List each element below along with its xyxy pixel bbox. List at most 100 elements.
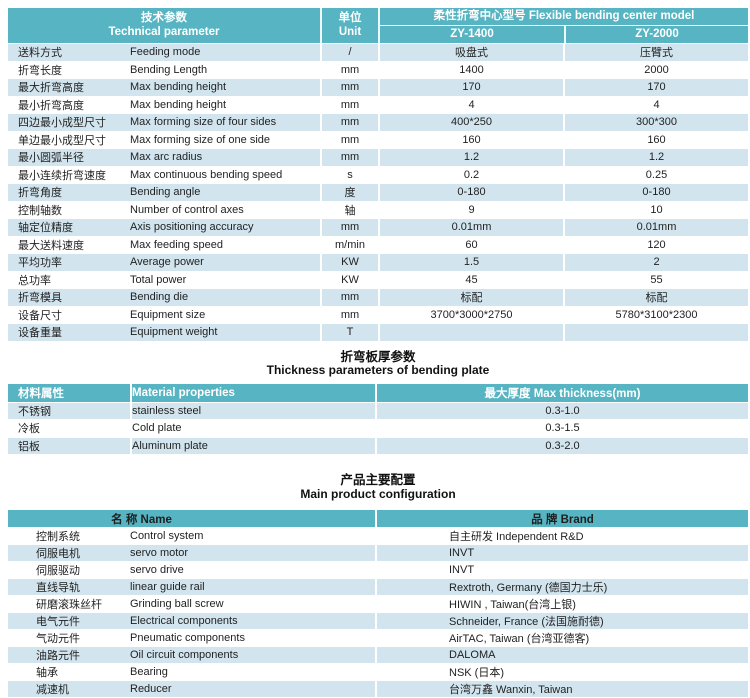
component-name-en: Oil circuit components [130,649,239,661]
value-zy2000: 1.2 [563,149,748,166]
value-zy2000 [563,324,748,341]
unit-cell: mm [320,61,378,78]
param-name-en: Equipment size [130,308,206,321]
table-row: 冷板 Cold plate 0.3-1.5 [8,420,748,438]
param-name-en: Bending angle [130,186,201,199]
component-brand: DALOMA [375,647,748,663]
table-row: 油路元件 Oil circuit components DALOMA [8,647,748,664]
value-zy2000: 120 [563,236,748,253]
value-zy1400: 400*250 [378,114,563,131]
unit-cell: mm [320,114,378,131]
value-zy1400: 吸盘式 [378,44,563,61]
table-row: 最小圆弧半径 Max arc radius mm 1.2 1.2 [8,149,748,167]
table-row: 单边最小成型尺寸 Max forming size of one side mm… [8,131,748,149]
component-name-en: linear guide rail [130,581,205,593]
table-row: 折弯角度 Bending angle 度 0-180 0-180 [8,184,748,202]
value-zy1400: 1.5 [378,254,563,271]
table-row: 伺服驱动 servo drive INVT [8,562,748,579]
header-unit-en: Unit [338,25,362,38]
value-zy1400: 45 [378,271,563,288]
value-zy1400: 160 [378,131,563,148]
component-name-cn: 减速机 [36,684,69,696]
value-zy1400: 4 [378,96,563,113]
table-row: 不锈钢 stainless steel 0.3-1.0 [8,402,748,420]
header-technical-parameter-en: Technical parameter [108,25,220,38]
component-name-cn: 控制系统 [36,531,80,543]
thickness-title-cn: 折弯板厚参数 [340,349,416,364]
table-row: 电气元件 Electrical components Schneider, Fr… [8,613,748,630]
component-brand: Schneider, France (法国施耐德) [375,613,748,629]
unit-cell: KW [320,271,378,288]
configuration-title-en: Main product configuration [300,486,456,501]
material-name-cn: 不锈钢 [18,405,51,418]
table-row: 铝板 Aluminum plate 0.3-2.0 [8,437,748,455]
header-unit: 单位 Unit [320,8,378,43]
value-zy2000: 压臂式 [563,44,748,61]
component-name-en: Reducer [130,683,172,695]
param-name-cn: 平均功率 [18,257,62,270]
material-name-en: Cold plate [130,420,375,437]
value-zy1400: 0.2 [378,166,563,183]
param-name-cn: 单边最小成型尺寸 [18,134,106,147]
value-zy2000: 0.01mm [563,219,748,236]
param-name-en: Average power [130,256,204,269]
table-row: 气动元件 Pneumatic components AirTAC, Taiwan… [8,630,748,647]
value-zy2000: 2 [563,254,748,271]
param-name-cn: 总功率 [18,274,51,287]
header-material-properties-cn: 材料属性 [18,387,64,400]
component-name-en: Control system [130,530,204,542]
value-zy2000: 0.25 [563,166,748,183]
param-name-cn: 设备重量 [18,327,62,340]
param-name-cn: 折弯模具 [18,292,62,305]
table-row: 折弯模具 Bending die mm 标配 标配 [8,289,748,307]
unit-cell: s [320,166,378,183]
thickness-header: 材料属性 Material properties 最大厚度 Max thickn… [8,383,748,403]
material-name-cn: 铝板 [18,440,40,453]
material-name-cn: 冷板 [18,423,40,436]
param-name-en: Axis positioning accuracy [130,221,254,234]
param-name-cn: 折弯长度 [18,64,62,77]
component-name-en: servo motor [130,547,189,559]
technical-parameters-table: 技术参数 Technical parameter 单位 Unit 柔性折弯中心型… [8,8,748,342]
param-name-en: Total power [130,273,187,286]
value-zy2000: 5780*3100*2300 [563,306,748,323]
max-thickness-value: 0.3-1.0 [375,402,748,419]
configuration-header: 名 称 Name 品 牌 Brand [8,510,748,528]
param-name-en: Max forming size of four sides [130,116,277,129]
thickness-body: 不锈钢 stainless steel 0.3-1.0 冷板 Cold plat… [8,402,748,455]
value-zy1400: 0.01mm [378,219,563,236]
component-brand: 台湾万鑫 Wanxin, Taiwan [375,681,748,697]
header-model-title: 柔性折弯中心型号 Flexible bending center model [380,8,748,26]
header-technical-parameter-cn: 技术参数 [141,12,187,24]
unit-cell: T [320,324,378,341]
param-name-en: Max arc radius [130,151,203,164]
value-zy1400: 1400 [378,61,563,78]
param-name-cn: 设备尺寸 [18,309,62,322]
header-model-zy1400: ZY-1400 [450,28,494,40]
value-zy2000: 标配 [563,289,748,306]
value-zy1400: 60 [378,236,563,253]
param-name-cn: 控制轴数 [18,204,62,217]
material-name-en: stainless steel [130,402,375,419]
technical-parameters-header: 技术参数 Technical parameter 单位 Unit 柔性折弯中心型… [8,8,748,44]
component-name-cn: 电气元件 [36,616,80,628]
value-zy1400: 1.2 [378,149,563,166]
component-name-cn: 油路元件 [36,650,80,662]
param-name-cn: 最小连续折弯速度 [18,169,106,182]
unit-cell: mm [320,131,378,148]
thickness-section-title: 折弯板厚参数 Thickness parameters of bending p… [8,349,748,378]
header-model-group: 柔性折弯中心型号 Flexible bending center model Z… [378,8,748,43]
component-brand: 自主研发 Independent R&D [375,528,748,544]
table-row: 送料方式 Feeding mode / 吸盘式 压臂式 [8,44,748,62]
component-brand: INVT [375,545,748,561]
configuration-section-title: 产品主要配置 Main product configuration [8,473,748,501]
max-thickness-value: 0.3-2.0 [375,437,748,454]
material-name-en: Aluminum plate [130,437,375,454]
table-row: 轴定位精度 Axis positioning accuracy mm 0.01m… [8,219,748,237]
value-zy1400 [378,324,563,341]
param-name-en: Equipment weight [130,326,218,339]
component-brand: AirTAC, Taiwan (台湾亚德客) [375,630,748,646]
component-name-cn: 轴承 [36,667,58,679]
param-name-en: Bending Length [130,63,208,76]
